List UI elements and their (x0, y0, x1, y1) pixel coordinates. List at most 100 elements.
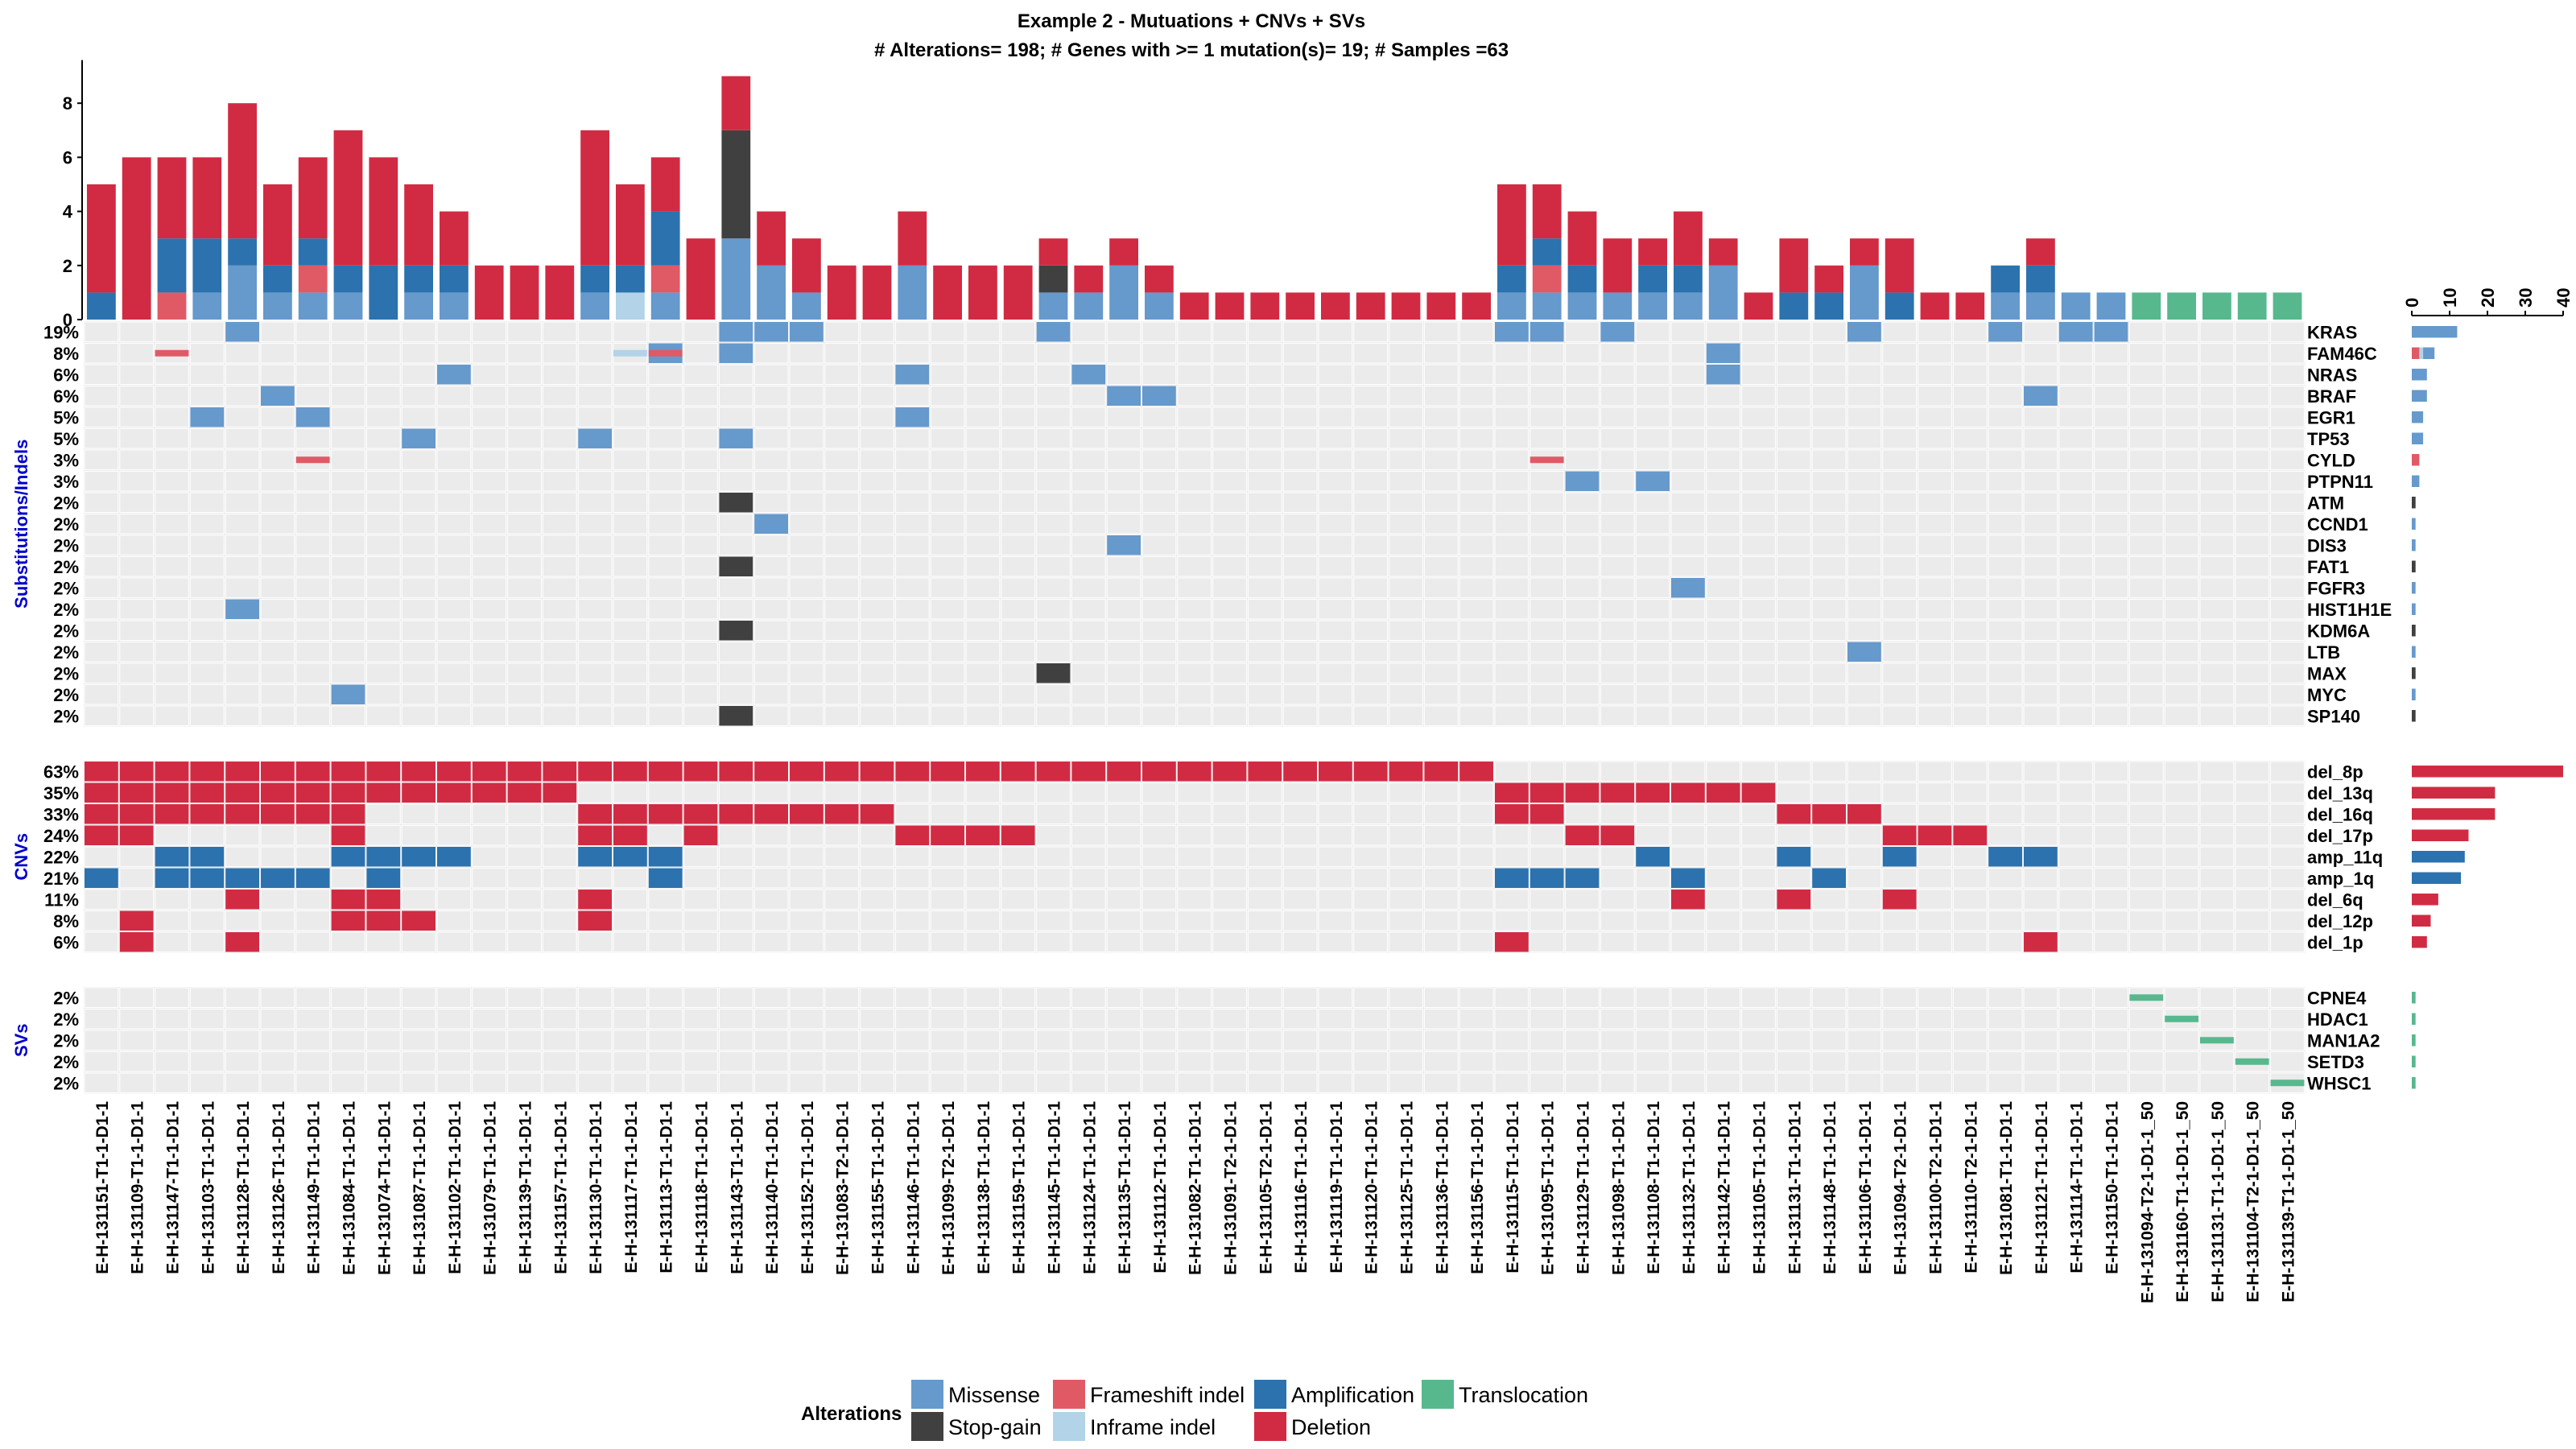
grid-cell (1389, 471, 1423, 492)
top-axis-label: 8 (63, 93, 72, 114)
grid-cell (331, 1051, 365, 1072)
grid-cell (718, 987, 753, 1008)
top-bar-segment (263, 292, 292, 320)
alteration-cell (1001, 825, 1035, 845)
grid-cell (1177, 449, 1212, 470)
grid-cell (894, 386, 930, 407)
grid-cell (189, 1030, 225, 1051)
grid-cell (2235, 825, 2270, 846)
grid-cell (1494, 761, 1530, 782)
grid-cell (965, 1051, 1001, 1072)
grid-cell (436, 386, 472, 407)
grid-cell (1177, 889, 1212, 910)
grid-cell (894, 449, 930, 470)
grid-cell (1036, 471, 1071, 492)
alteration-cell (225, 804, 259, 824)
grid-cell (1530, 931, 1565, 952)
grid-cell (1952, 705, 1988, 726)
grid-cell (189, 889, 225, 910)
grid-cell (2164, 599, 2199, 620)
top-bar-segment (1850, 265, 1879, 320)
grid-cell (155, 1030, 189, 1051)
grid-cell (2235, 663, 2270, 683)
grid-cell (436, 803, 472, 824)
grid-cell (542, 642, 577, 663)
grid-cell (1036, 514, 1071, 535)
grid-cell (2094, 642, 2128, 663)
grid-cell (225, 1030, 260, 1051)
grid-cell (1106, 620, 1141, 641)
sample-label: E-H-131155-T1-1-D1-1 (869, 1101, 888, 1274)
grid-cell (1318, 599, 1353, 620)
grid-cell (824, 599, 860, 620)
grid-cell (1811, 1051, 1847, 1072)
grid-cell (2094, 761, 2128, 782)
grid-cell (260, 556, 295, 577)
grid-cell (1811, 931, 1847, 952)
grid-cell (1106, 1030, 1141, 1051)
grid-cell (84, 684, 119, 705)
grid-cell (753, 449, 789, 470)
grid-cell (1106, 1051, 1141, 1072)
grid-cell (331, 931, 365, 952)
grid-cell (2128, 386, 2164, 407)
grid-cell (613, 910, 648, 931)
grid-cell (1635, 931, 1670, 952)
alteration-cell (1988, 847, 2022, 867)
grid-cell (295, 599, 331, 620)
sample-label: E-H-131121-T1-1-D1-1 (2033, 1101, 2051, 1274)
grid-cell (930, 407, 965, 427)
grid-cell (1318, 321, 1353, 342)
alteration-cell (1495, 932, 1529, 952)
grid-cell (1741, 910, 1776, 931)
legend-label: Inframe indel (1090, 1415, 1216, 1439)
grid-cell (260, 705, 295, 726)
grid-cell (1036, 386, 1071, 407)
grid-cell (1988, 1051, 2023, 1072)
grid-cell (2128, 364, 2164, 385)
grid-cell (1530, 1030, 1565, 1051)
grid-cell (1494, 1030, 1530, 1051)
row-percentage: 35% (43, 783, 79, 803)
row-label: amp_1q (2307, 869, 2374, 889)
grid-cell (1389, 449, 1423, 470)
grid-cell (2270, 910, 2305, 931)
grid-cell (1847, 1051, 1882, 1072)
grid-cell (1530, 556, 1565, 577)
top-bar-segment (1109, 265, 1138, 320)
alteration-cell (331, 910, 365, 931)
grid-cell (2094, 407, 2128, 427)
grid-cell (542, 386, 577, 407)
row-label: CPNE4 (2307, 988, 2367, 1008)
grid-cell (1353, 449, 1389, 470)
grid-cell (2199, 343, 2235, 364)
grid-cell (1811, 642, 1847, 663)
grid-cell (1706, 492, 1741, 513)
grid-cell (1177, 931, 1212, 952)
grid-cell (1001, 1030, 1036, 1051)
grid-cell (507, 386, 542, 407)
grid-cell (965, 556, 1001, 577)
grid-cell (753, 471, 789, 492)
grid-cell (1353, 987, 1389, 1008)
grid-cell (753, 1009, 789, 1030)
alteration-cell (1565, 471, 1600, 491)
grid-cell (365, 987, 401, 1008)
grid-cell (542, 1072, 577, 1093)
right-bar-segment (2412, 1034, 2416, 1046)
grid-cell (1423, 407, 1459, 427)
alteration-cell (366, 890, 401, 910)
alteration-cell (437, 847, 471, 867)
grid-cell (2094, 449, 2128, 470)
grid-cell (2199, 599, 2235, 620)
grid-cell (1811, 577, 1847, 598)
top-bar-segment (298, 238, 328, 266)
grid-cell (155, 535, 189, 555)
grid-cell (1141, 364, 1177, 385)
grid-cell (155, 492, 189, 513)
grid-cell (1988, 471, 2023, 492)
grid-cell (1071, 1009, 1106, 1030)
alteration-cell (1248, 762, 1282, 782)
grid-cell (260, 931, 295, 952)
top-bar-segment (1814, 265, 1843, 293)
